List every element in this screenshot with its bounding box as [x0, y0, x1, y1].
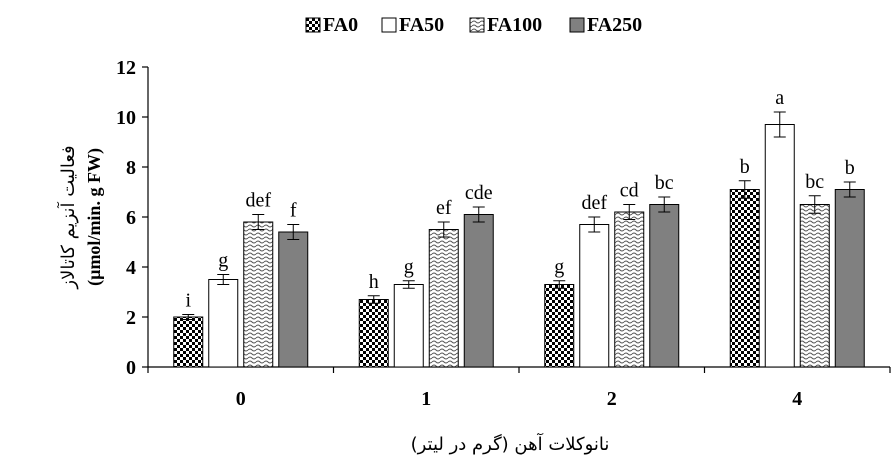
legend-label-FA0: FA0: [323, 14, 358, 36]
significance-letter: b: [845, 157, 855, 179]
y-tick-label: 4: [126, 257, 136, 279]
y-axis: 0 2 4 6 8 10 12: [116, 57, 149, 379]
bar-FA250-1: [463, 214, 494, 368]
legend-swatch-FA50: [381, 17, 397, 33]
bar-FA0-2: [544, 284, 575, 368]
significance-letter: def: [245, 190, 271, 212]
significance-letter: cd: [620, 180, 639, 202]
legend-label-FA250: FA250: [587, 14, 642, 36]
y-axis-unit: (µmol/min. g FW): [84, 148, 105, 286]
x-tick-label: 4: [792, 388, 802, 410]
significance-letter: g: [554, 256, 564, 278]
x-axis-title: نانوکلات آهن (گرم در لیتر): [411, 432, 610, 455]
significance-letter: g: [404, 256, 414, 278]
y-axis-title: فعالیت آنزیم کاتالاز: [56, 145, 79, 289]
bar-FA50-4: [764, 124, 795, 368]
x-tick-label: 0: [236, 388, 246, 410]
significance-letter: bc: [655, 172, 674, 194]
bar-FA0-4: [729, 189, 760, 368]
legend-swatch-FA0: [305, 17, 321, 33]
significance-letter: a: [775, 87, 784, 109]
significance-letter: i: [185, 290, 191, 312]
significance-letter: cde: [465, 182, 493, 204]
y-tick-label: 8: [126, 157, 136, 179]
significance-letter: b: [740, 156, 750, 178]
bar-FA250-2: [649, 204, 680, 368]
bar-FA100-2: [614, 211, 645, 368]
significance-letter: def: [581, 192, 607, 214]
significance-letter: bc: [805, 171, 824, 193]
legend-swatch-FA100: [469, 17, 485, 33]
y-tick-label: 12: [116, 57, 136, 79]
y-tick-label: 2: [126, 307, 136, 329]
bar-FA50-0: [208, 279, 239, 368]
x-axis: 0 1 2 4: [147, 366, 891, 410]
bar-FA100-1: [428, 229, 459, 368]
x-tick-label: 2: [607, 388, 617, 410]
bar-FA100-4: [799, 204, 830, 368]
legend: FA0 FA50 FA100 FA250: [305, 14, 642, 36]
bar-FA250-0: [278, 231, 309, 368]
bar-FA250-4: [834, 189, 865, 368]
y-tick-label: 10: [116, 107, 136, 129]
bar-FA0-0: [173, 316, 204, 368]
bar-FA50-1: [393, 284, 424, 368]
significance-letter: g: [218, 250, 228, 272]
bar-FA0-1: [358, 299, 389, 368]
significance-letter: h: [369, 271, 379, 293]
bar-FA50-2: [579, 224, 610, 368]
significance-letter: ef: [436, 197, 452, 219]
y-tick-label: 0: [126, 357, 136, 379]
legend-label-FA100: FA100: [487, 14, 542, 36]
y-tick-label: 6: [126, 207, 136, 229]
x-tick-label: 1: [421, 388, 431, 410]
significance-letter: f: [290, 200, 297, 222]
bar-FA100-0: [243, 221, 274, 368]
legend-label-FA50: FA50: [399, 14, 444, 36]
legend-swatch-FA250: [569, 17, 585, 33]
